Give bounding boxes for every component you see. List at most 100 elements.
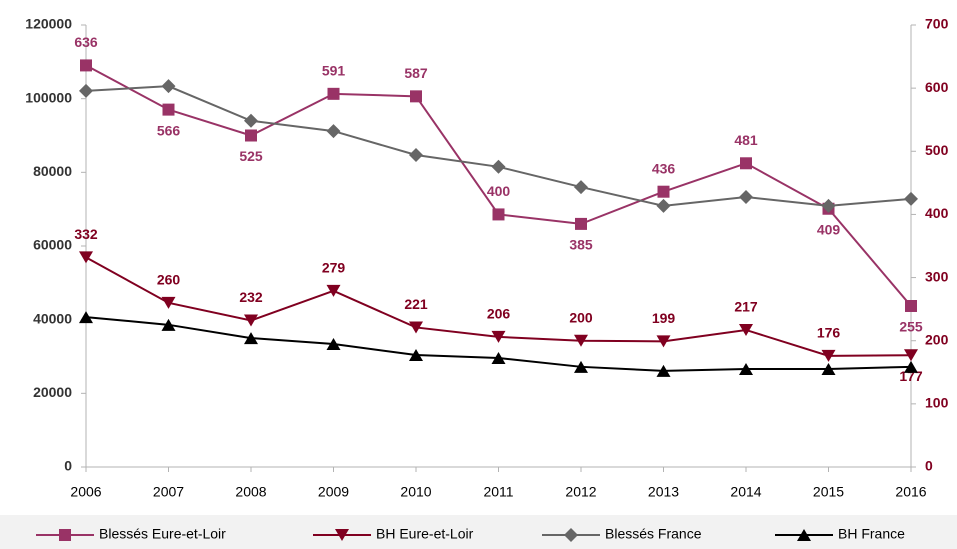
point-marker: [326, 124, 341, 139]
data-label: 332: [74, 226, 98, 242]
x-tick-label: 2009: [318, 484, 349, 500]
y2-tick-label: 700: [925, 16, 949, 32]
legend-label: BH France: [838, 526, 905, 542]
point-marker: [409, 321, 423, 334]
point-marker: [739, 190, 753, 205]
point-marker: [657, 185, 670, 198]
point-marker: [244, 314, 258, 327]
point-marker: [904, 349, 918, 362]
point-marker: [410, 90, 422, 103]
legend-marker: [59, 529, 71, 541]
x-tick-label: 2016: [895, 484, 926, 500]
point-marker: [79, 311, 93, 324]
y-tick-label: 40000: [33, 310, 72, 326]
x-tick-label: 2010: [400, 484, 431, 500]
data-label: 206: [487, 306, 511, 322]
data-label: 199: [652, 310, 676, 326]
point-marker: [656, 335, 671, 348]
point-marker: [409, 148, 423, 163]
y-tick-label: 60000: [33, 237, 72, 253]
y2-tick-label: 400: [925, 205, 949, 221]
point-marker: [161, 79, 176, 94]
y2-tick-label: 600: [925, 79, 949, 95]
x-tick-label: 2015: [813, 484, 844, 500]
point-marker: [79, 251, 93, 264]
x-tick-label: 2007: [153, 484, 184, 500]
data-label: 200: [569, 309, 593, 325]
point-marker: [244, 113, 258, 128]
x-tick-label: 2013: [648, 484, 679, 500]
point-marker: [574, 360, 588, 373]
legend-label: Blessés France: [605, 526, 702, 542]
data-label: 587: [404, 65, 428, 81]
legend-marker: [797, 529, 811, 541]
point-marker: [904, 191, 918, 206]
point-marker: [491, 351, 506, 364]
point-marker: [821, 198, 836, 213]
point-marker: [739, 363, 753, 376]
legend-label: BH Eure-et-Loir: [376, 526, 474, 542]
data-label: 400: [487, 183, 511, 199]
point-marker: [162, 103, 175, 116]
data-label: 217: [734, 299, 758, 315]
point-marker: [244, 332, 258, 345]
point-marker: [821, 363, 836, 376]
point-marker: [491, 330, 506, 343]
y2-tick-label: 200: [925, 331, 949, 347]
point-marker: [575, 217, 587, 230]
point-marker: [905, 299, 917, 312]
data-label: 591: [322, 63, 346, 79]
legend-marker: [335, 529, 349, 541]
point-marker: [79, 83, 93, 98]
y2-tick-label: 100: [925, 395, 949, 411]
data-label: 255: [899, 319, 923, 335]
y-tick-label: 80000: [33, 163, 72, 179]
point-marker: [161, 318, 176, 331]
x-tick-label: 2006: [70, 484, 101, 500]
legend-marker: [564, 528, 578, 542]
point-marker: [821, 349, 836, 362]
y2-tick-label: 300: [925, 268, 949, 284]
point-marker: [492, 208, 505, 221]
point-marker: [739, 323, 753, 336]
point-marker: [161, 296, 176, 309]
y-tick-label: 100000: [25, 89, 72, 105]
y2-tick-label: 0: [925, 458, 933, 474]
point-marker: [656, 198, 671, 213]
data-label: 481: [734, 132, 758, 148]
y-tick-label: 120000: [25, 16, 72, 32]
point-marker: [574, 334, 588, 347]
data-label: 232: [239, 289, 263, 305]
point-marker: [326, 337, 341, 350]
point-marker: [80, 59, 92, 72]
x-tick-label: 2011: [483, 484, 513, 500]
point-marker: [904, 360, 918, 373]
data-label: 279: [322, 260, 346, 276]
data-label: 525: [239, 148, 263, 164]
x-tick-label: 2008: [235, 484, 266, 500]
point-marker: [740, 157, 752, 170]
data-label: 385: [569, 237, 593, 253]
data-label: 636: [74, 34, 98, 50]
point-marker: [327, 87, 340, 100]
data-label: 260: [157, 272, 181, 288]
point-marker: [656, 364, 671, 377]
point-marker: [326, 284, 341, 297]
point-marker: [409, 349, 423, 362]
x-tick-label: 2012: [565, 484, 596, 500]
data-label: 566: [157, 122, 181, 138]
data-label: 409: [817, 221, 841, 237]
point-marker: [491, 159, 506, 174]
data-label: 221: [404, 296, 428, 312]
point-marker: [245, 129, 257, 142]
point-marker: [574, 180, 588, 195]
y-tick-label: 20000: [33, 384, 72, 400]
legend-band: [0, 515, 957, 549]
y-tick-label: 0: [64, 458, 72, 474]
x-tick-label: 2014: [730, 484, 761, 500]
data-label: 176: [817, 325, 841, 341]
legend-label: Blessés Eure-et-Loir: [99, 526, 226, 542]
y2-tick-label: 500: [925, 142, 949, 158]
